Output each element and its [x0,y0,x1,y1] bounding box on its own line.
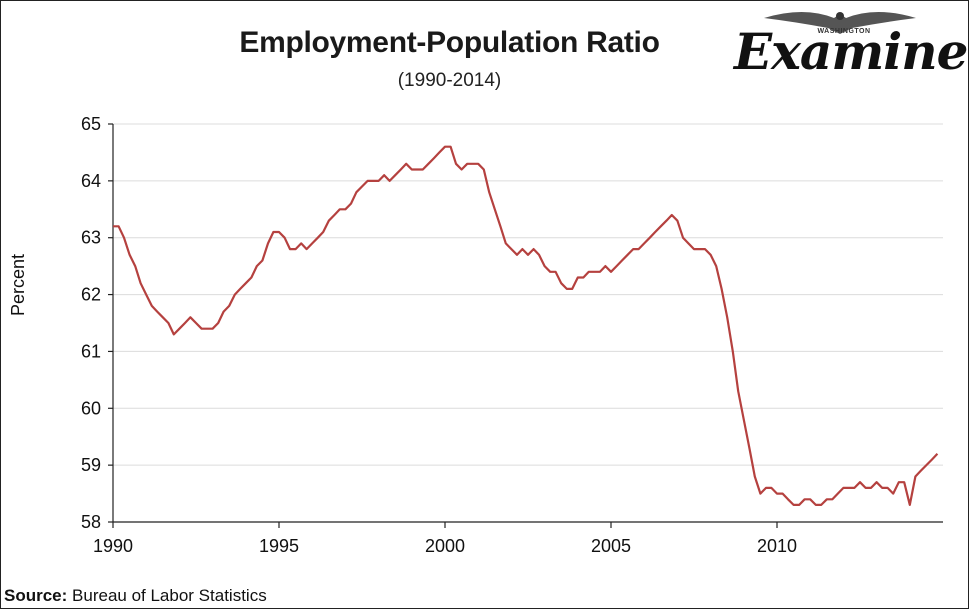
logo-word: Examiner [734,22,969,81]
y-tick-label-58: 58 [81,512,101,532]
x-tick-label-1995: 1995 [259,536,299,556]
x-tick-label-2000: 2000 [425,536,465,556]
y-tick-label-65: 65 [81,114,101,134]
y-tick-label-61: 61 [81,341,101,361]
chart-title: Employment-Population Ratio [239,26,660,59]
examiner-logo: WASHINGTON Examiner [734,4,969,90]
x-tick-label-2010: 2010 [757,536,797,556]
y-tick-label-62: 62 [81,285,101,305]
eagle-icon [764,12,916,34]
series-line-0 [113,145,939,506]
source-note: Source: Bureau of Labor Statistics [4,586,267,606]
x-tick-label-1990: 1990 [93,536,133,556]
x-tick-label-2005: 2005 [591,536,631,556]
chart-subtitle: (1990-2014) [397,70,502,91]
source-label: Source: [4,586,68,605]
y-tick-label-60: 60 [81,398,101,418]
y-tick-label-63: 63 [81,228,101,248]
y-tick-label-59: 59 [81,455,101,475]
logo-top-text: WASHINGTON [817,28,871,35]
y-tick-label-64: 64 [81,171,101,191]
source-text: Bureau of Labor Statistics [72,586,267,605]
